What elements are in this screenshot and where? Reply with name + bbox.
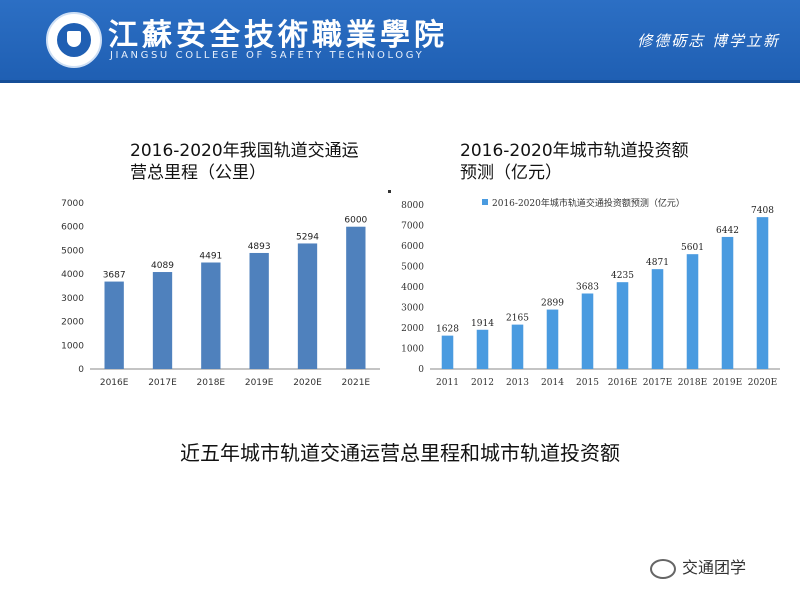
slide-caption: 近五年城市轨道交通运营总里程和城市轨道投资额 <box>180 441 620 465</box>
college-logo-icon <box>46 12 102 68</box>
bar <box>476 329 489 369</box>
bar <box>756 217 769 369</box>
header-banner: 江蘇安全技術職業學院 JIANGSU COLLEGE OF SAFETY TEC… <box>0 0 800 83</box>
y-tick-label: 4000 <box>401 283 424 293</box>
data-label: 4491 <box>199 251 222 261</box>
bar <box>297 243 318 369</box>
bar <box>686 254 699 369</box>
x-tick-label: 2018E <box>197 378 226 388</box>
x-tick-label: 2012 <box>471 378 494 388</box>
college-motto: 修德砺志 博学立新 <box>637 32 780 50</box>
data-label: 6000 <box>344 216 367 226</box>
x-tick-label: 2015 <box>576 378 599 388</box>
watermark: 交通团学 <box>650 554 746 579</box>
x-tick-label: 2013 <box>506 378 529 388</box>
divider-dot <box>388 190 391 193</box>
data-label: 7408 <box>751 206 774 216</box>
bar <box>104 281 124 369</box>
y-tick-label: 6000 <box>61 223 84 233</box>
bar <box>616 282 629 369</box>
y-tick-label: 7000 <box>61 199 84 209</box>
y-tick-label: 5000 <box>401 263 424 273</box>
y-tick-label: 2000 <box>401 324 424 334</box>
x-tick-label: 2019E <box>245 378 274 388</box>
x-tick-label: 2021E <box>342 378 371 388</box>
data-label: 2165 <box>506 314 529 324</box>
chart2-svg: 0 1000 2000 3000 4000 5000 6000 7000 8000 1628 201… <box>401 197 780 388</box>
y-tick-label: 5000 <box>61 246 84 256</box>
bar <box>546 309 559 369</box>
y-tick-label: 3000 <box>401 304 424 314</box>
bar <box>651 269 664 369</box>
chart2-container: 0 1000 2000 3000 4000 5000 6000 7000 8000 1628 201… <box>390 190 790 395</box>
data-label: 4235 <box>611 271 634 281</box>
chart1-title: 2016-2020年我国轨道交通运营总里程（公里） <box>130 141 359 183</box>
data-label: 4893 <box>248 242 271 252</box>
data-label: 3683 <box>576 282 599 292</box>
y-tick-label: 1000 <box>401 345 424 355</box>
bar <box>441 335 454 369</box>
y-tick-label: 0 <box>418 365 424 375</box>
data-label: 4089 <box>151 261 174 271</box>
data-label: 3687 <box>103 271 126 281</box>
chart2-title: 2016-2020年城市轨道投资额预测（亿元） <box>460 141 689 183</box>
bar <box>721 236 734 369</box>
legend-label: 2016-2020年城市轨道交通投资额预测（亿元） <box>492 197 685 209</box>
x-tick-label: 2014 <box>541 378 564 388</box>
x-tick-label: 2016E <box>608 378 637 388</box>
bar <box>249 252 269 369</box>
x-tick-label: 2020E <box>748 378 777 388</box>
bar <box>152 272 173 369</box>
bar <box>511 324 524 369</box>
legend-swatch <box>482 199 488 205</box>
data-label: 1628 <box>436 325 459 335</box>
y-tick-label: 7000 <box>401 222 424 232</box>
watermark-text: 交通团学 <box>682 558 747 577</box>
data-label: 6442 <box>716 226 739 236</box>
y-tick-label: 1000 <box>61 341 84 351</box>
college-name-en: JIANGSU COLLEGE OF SAFETY TECHNOLOGY <box>110 50 425 61</box>
data-label: 2899 <box>541 299 564 309</box>
x-tick-label: 2017E <box>148 378 177 388</box>
chart1-container: 0 1000 2000 3000 4000 5000 6000 7000 3687 2016E 40… <box>50 195 385 395</box>
y-tick-label: 6000 <box>401 242 424 252</box>
x-tick-label: 2019E <box>713 378 742 388</box>
x-tick-label: 2017E <box>643 378 672 388</box>
x-tick-label: 2011 <box>436 378 459 388</box>
data-label: 5601 <box>681 243 704 253</box>
data-label: 5294 <box>296 232 319 242</box>
bar <box>346 226 366 369</box>
bar <box>581 293 594 369</box>
y-tick-label: 4000 <box>61 270 84 280</box>
chart1-svg: 0 1000 2000 3000 4000 5000 6000 7000 3687 2016E 40… <box>61 199 380 388</box>
college-name-cn: 江蘇安全技術職業學院 <box>108 18 448 53</box>
data-label: 4871 <box>646 258 669 268</box>
data-label: 1914 <box>471 319 494 329</box>
bar <box>201 262 221 369</box>
x-tick-label: 2016E <box>100 378 129 388</box>
y-tick-label: 8000 <box>401 201 424 211</box>
x-tick-label: 2020E <box>293 378 322 388</box>
y-tick-label: 0 <box>78 365 84 375</box>
y-tick-label: 3000 <box>61 294 84 304</box>
wechat-icon <box>650 558 676 579</box>
y-tick-label: 2000 <box>61 318 84 328</box>
x-tick-label: 2018E <box>678 378 707 388</box>
